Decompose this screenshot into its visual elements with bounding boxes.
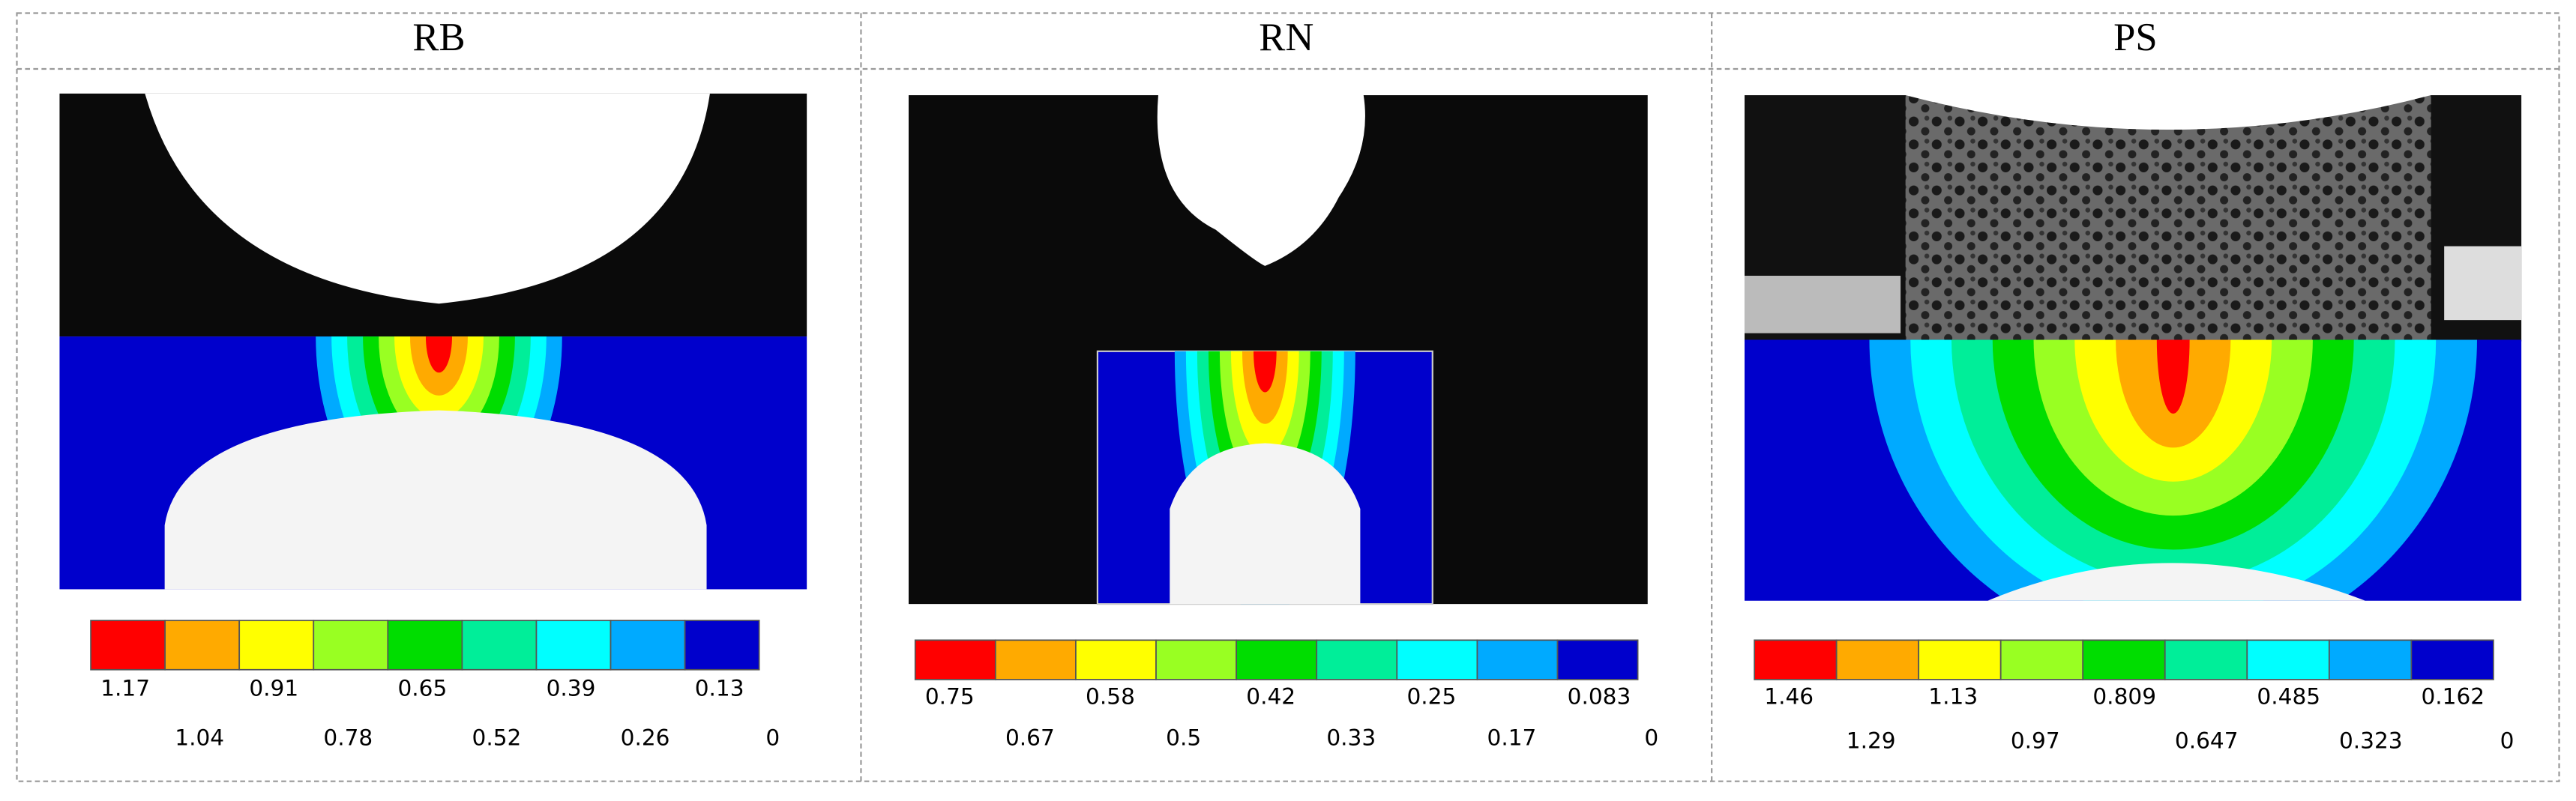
colorbar-label: 0.323: [2339, 728, 2403, 754]
colorbar-label: 0.162: [2421, 683, 2485, 709]
colorbar-label: 0.75: [925, 683, 975, 709]
colorbar-swatch: [1918, 639, 2002, 680]
specimen-edge: [1170, 443, 1361, 605]
colorbar-swatch: [610, 620, 686, 671]
colorbar-swatch: [535, 620, 612, 671]
colorbar-swatch: [2328, 639, 2413, 680]
colorbar-swatch: [1556, 639, 1639, 680]
colorbar-label: 0.17: [1487, 725, 1537, 750]
colorbar-label: 0.67: [1005, 725, 1055, 750]
colorbar-label: 0.65: [397, 676, 447, 701]
colorbar-swatch: [1999, 639, 2084, 680]
colorbar-swatch: [1754, 639, 1838, 680]
colorbar-label: 1.29: [1847, 728, 1896, 754]
colorbar-label: 0: [765, 725, 780, 750]
labels: RB 1.17 1.04 0.91 0.78 0.65 0.52 0.39 0.26 0.13 0 R…: [90, 16, 2515, 754]
colorbar-label: 1.13: [1928, 683, 1978, 709]
colorbar-swatch: [313, 620, 389, 671]
colorbar-label: 0.58: [1086, 683, 1135, 709]
colorbar-swatch: [238, 620, 315, 671]
colorbar-swatch: [2164, 639, 2248, 680]
specimen-edge: [164, 410, 707, 590]
grip: [2444, 246, 2522, 321]
panel-title: RN: [1259, 16, 1313, 59]
colorbar-swatch: [2082, 639, 2166, 680]
cutouts: [164, 410, 2366, 605]
colorbar-label: 1.46: [1764, 683, 1814, 709]
specimen-edge: [1987, 563, 2366, 601]
colorbar-label: 0.26: [621, 725, 670, 750]
colorbar-swatch: [684, 620, 760, 671]
colorbar-swatch: [387, 620, 463, 671]
colorbar-label: 0.52: [472, 725, 522, 750]
colorbar-swatch: [914, 639, 996, 680]
colorbar-label: 0: [2500, 728, 2515, 754]
colorbar-label: 0.13: [695, 676, 744, 701]
colorbar-label: 0.42: [1246, 683, 1295, 709]
colorbar-swatch: [1155, 639, 1237, 680]
colorbar-label: 0.33: [1326, 725, 1376, 750]
contour-band: [425, 336, 452, 373]
colorbar-swatch: [1316, 639, 1398, 680]
colorbar-swatch: [1835, 639, 1920, 680]
speckle: [1905, 95, 2431, 342]
notch: [1157, 95, 1365, 266]
colorbar-label: 0.39: [547, 676, 596, 701]
notch: [145, 93, 710, 304]
colorbar-label: 0.91: [249, 676, 298, 701]
colorbar-label: 0.485: [2257, 683, 2320, 709]
colorbar-label: 0.78: [323, 725, 373, 750]
colorbar-label: 0.25: [1406, 683, 1456, 709]
grip: [1744, 276, 1901, 333]
colorbar-label: 0.083: [1568, 683, 1631, 709]
colorbar-swatch: [2246, 639, 2330, 680]
colorbar-swatch: [1476, 639, 1559, 680]
colorbar-label: 0: [1644, 725, 1658, 750]
colorbar-swatch: [1075, 639, 1157, 680]
contour-band: [2156, 339, 2190, 414]
edge: [1905, 95, 2431, 130]
contour-group: [1869, 339, 2477, 601]
colorbar-swatch: [1396, 639, 1478, 680]
colorbar-label: 1.04: [175, 725, 224, 750]
colorbar-swatch: [461, 620, 538, 671]
panel-title: PS: [2113, 16, 2157, 59]
colorbar-swatch: [164, 620, 241, 671]
colorbar-label: 1.17: [100, 676, 150, 701]
colorbar-label: 0.647: [2175, 728, 2239, 754]
contour-band: [1254, 351, 1277, 393]
colorbar-label: 0.809: [2092, 683, 2156, 709]
colorbar-swatch: [994, 639, 1077, 680]
colorbar-swatch: [90, 620, 166, 671]
colorbar-swatch: [2410, 639, 2494, 680]
colorbar-label: 0.97: [2011, 728, 2060, 754]
colorbar-swatch: [1236, 639, 1318, 680]
panel-title: RB: [412, 16, 465, 59]
colorbar-label: 0.5: [1166, 725, 1201, 750]
